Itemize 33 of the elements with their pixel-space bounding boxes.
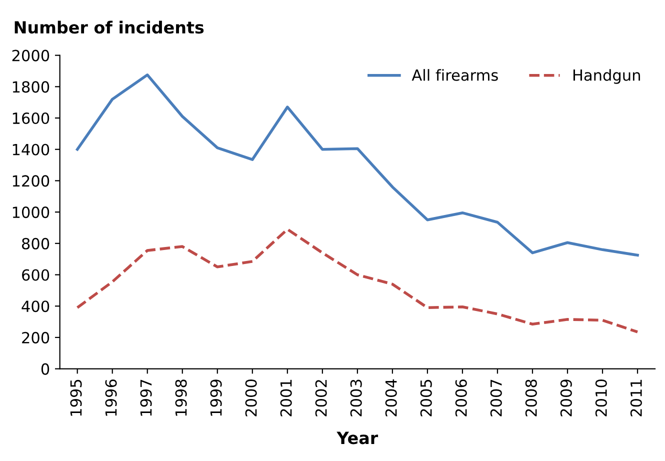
y-tick-label: 1000 xyxy=(12,206,50,218)
x-tick-label: 2003 xyxy=(350,380,362,416)
x-tick-label: 2005 xyxy=(420,380,432,416)
y-tick-label: 600 xyxy=(22,269,50,281)
x-tick-label: 2006 xyxy=(455,379,467,416)
x-tick-label: 1998 xyxy=(175,380,187,416)
x-tick-label: 2008 xyxy=(525,380,537,416)
y-tick-label: 200 xyxy=(22,332,50,344)
x-tick-label: 2009 xyxy=(560,380,572,416)
x-tick-label: 1999 xyxy=(210,380,222,416)
line-series xyxy=(76,228,639,334)
y-axis-title: Number of incidents xyxy=(14,20,204,34)
y-tick-label: 1600 xyxy=(12,112,50,124)
y-tick-label: 1800 xyxy=(12,81,50,93)
x-tick-label: 1997 xyxy=(140,380,152,416)
y-tick-label: 800 xyxy=(22,238,50,250)
x-tick-label: 2004 xyxy=(385,379,397,416)
x-tick-label: 2011 xyxy=(630,380,642,416)
x-tick-label: 2000 xyxy=(245,380,257,416)
x-tick-label: 1996 xyxy=(105,379,117,416)
y-tick-label: 1200 xyxy=(12,175,50,187)
x-tick-label: 2002 xyxy=(315,380,327,416)
y-tick-label: 0 xyxy=(41,363,50,375)
y-tick-label: 1400 xyxy=(12,144,50,156)
x-tick-label: 1995 xyxy=(70,380,82,416)
x-tick-label: 2010 xyxy=(595,380,607,416)
y-tick-label: 2000 xyxy=(12,50,50,62)
legend-label: All firearms xyxy=(412,69,498,81)
x-tick-label: 2001 xyxy=(280,380,292,416)
x-tick-label: 2007 xyxy=(490,380,502,416)
x-axis-title: Year xyxy=(336,432,378,444)
y-tick-label: 400 xyxy=(22,300,50,312)
legend-label: Handgun xyxy=(573,69,640,84)
